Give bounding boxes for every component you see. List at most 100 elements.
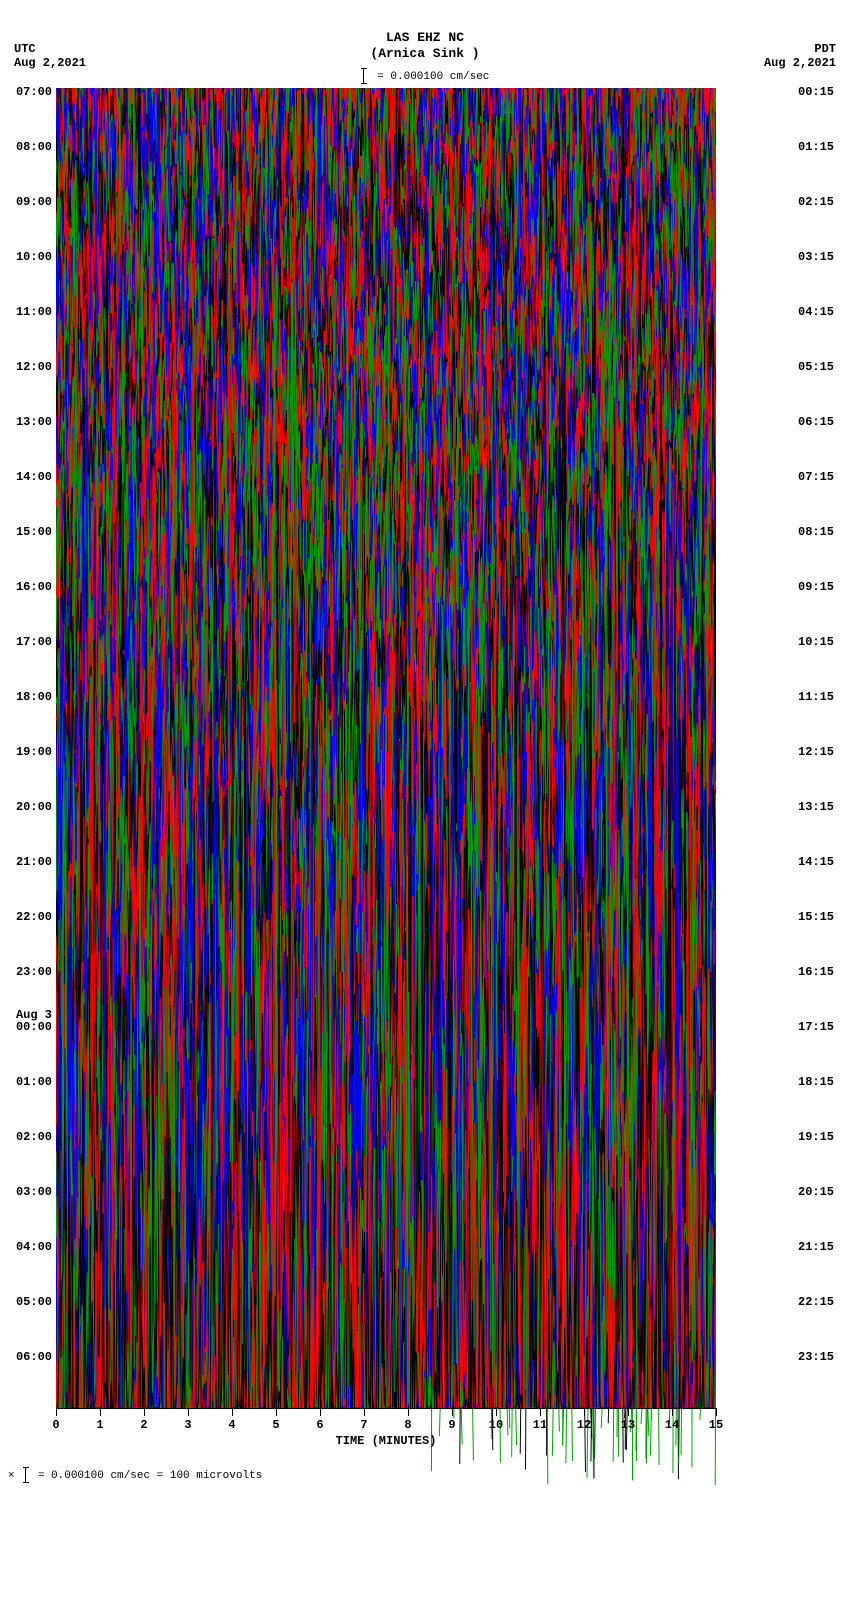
x-tick-label: 0 xyxy=(52,1418,59,1432)
x-tick-label: 11 xyxy=(533,1418,547,1432)
utc-hour-label: 15:00 xyxy=(8,526,52,538)
x-tick-label: 7 xyxy=(360,1418,367,1432)
footer-prefix: × xyxy=(8,1470,15,1482)
footer-text: = 0.000100 cm/sec = 100 microvolts xyxy=(38,1470,262,1482)
pdt-hour-label: 15:15 xyxy=(798,911,842,923)
x-tick-label: 3 xyxy=(184,1418,191,1432)
tz-left-code: UTC xyxy=(14,42,86,56)
x-tick xyxy=(452,1408,453,1416)
x-tick xyxy=(364,1408,365,1416)
x-tick-label: 4 xyxy=(228,1418,235,1432)
x-tick xyxy=(496,1408,497,1416)
utc-hour-label: 09:00 xyxy=(8,196,52,208)
scale-note: = 0.000100 cm/sec xyxy=(0,68,850,84)
utc-hour-label: 14:00 xyxy=(8,471,52,483)
utc-hour-label: 00:00 xyxy=(8,1021,52,1033)
pdt-hour-label: 06:15 xyxy=(798,416,842,428)
pdt-hour-label: 20:15 xyxy=(798,1186,842,1198)
utc-hour-label: 12:00 xyxy=(8,361,52,373)
x-tick xyxy=(540,1408,541,1416)
utc-hour-label: 17:00 xyxy=(8,636,52,648)
pdt-hour-label: 02:15 xyxy=(798,196,842,208)
x-tick xyxy=(188,1408,189,1416)
x-tick xyxy=(584,1408,585,1416)
pdt-hour-label: 17:15 xyxy=(798,1021,842,1033)
pdt-hour-label: 14:15 xyxy=(798,856,842,868)
pdt-hour-label: 16:15 xyxy=(798,966,842,978)
station-title: LAS EHZ NC xyxy=(0,30,850,46)
pdt-hour-label: 10:15 xyxy=(798,636,842,648)
utc-hour-label: 20:00 xyxy=(8,801,52,813)
pdt-hour-label: 00:15 xyxy=(798,86,842,98)
x-tick xyxy=(144,1408,145,1416)
pdt-hour-label: 09:15 xyxy=(798,581,842,593)
x-tick xyxy=(716,1408,717,1416)
x-tick-label: 15 xyxy=(709,1418,723,1432)
utc-hour-label: 21:00 xyxy=(8,856,52,868)
utc-hour-label: 16:00 xyxy=(8,581,52,593)
pdt-hour-label: 04:15 xyxy=(798,306,842,318)
station-subtitle: (Arnica Sink ) xyxy=(0,46,850,62)
scale-text: = 0.000100 cm/sec xyxy=(377,71,489,83)
x-tick-label: 10 xyxy=(489,1418,503,1432)
utc-hour-label: 22:00 xyxy=(8,911,52,923)
x-tick-label: 6 xyxy=(316,1418,323,1432)
timezone-right: PDT Aug 2,2021 xyxy=(764,42,836,70)
footer-bar-icon xyxy=(23,1467,29,1483)
utc-hour-label: 01:00 xyxy=(8,1076,52,1088)
x-tick xyxy=(232,1408,233,1416)
pdt-hour-label: 21:15 xyxy=(798,1241,842,1253)
tz-left-date: Aug 2,2021 xyxy=(14,56,86,70)
x-tick-label: 1 xyxy=(96,1418,103,1432)
pdt-hour-label: 23:15 xyxy=(798,1351,842,1363)
x-tick-label: 12 xyxy=(577,1418,591,1432)
pdt-hour-label: 01:15 xyxy=(798,141,842,153)
utc-time-labels: 07:00 08:00 09:00 10:00 11:00 12:00 13:00 14:00… xyxy=(8,88,52,1408)
utc-hour-label: 18:00 xyxy=(8,691,52,703)
tz-right-date: Aug 2,2021 xyxy=(764,56,836,70)
utc-hour-label: 06:00 xyxy=(8,1351,52,1363)
scale-bar-icon xyxy=(361,68,367,84)
x-tick-label: 14 xyxy=(665,1418,679,1432)
tz-right-code: PDT xyxy=(764,42,836,56)
x-axis: TIME (MINUTES) 0123456789101112131415 xyxy=(56,1408,716,1448)
utc-hour-label: 10:00 xyxy=(8,251,52,263)
x-axis-title: TIME (MINUTES) xyxy=(56,1434,716,1448)
pdt-time-labels: 00:15 01:15 02:15 03:15 04:15 05:15 06:15 07:15… xyxy=(798,88,842,1408)
pdt-hour-label: 05:15 xyxy=(798,361,842,373)
x-tick xyxy=(320,1408,321,1416)
utc-hour-label: 19:00 xyxy=(8,746,52,758)
utc-hour-label: 23:00 xyxy=(8,966,52,978)
x-axis-line xyxy=(56,1408,716,1409)
pdt-hour-label: 12:15 xyxy=(798,746,842,758)
pdt-hour-label: 03:15 xyxy=(798,251,842,263)
utc-hour-label: 04:00 xyxy=(8,1241,52,1253)
utc-hour-label: 03:00 xyxy=(8,1186,52,1198)
x-tick-label: 13 xyxy=(621,1418,635,1432)
utc-hour-label: 13:00 xyxy=(8,416,52,428)
x-tick xyxy=(100,1408,101,1416)
utc-hour-label: 02:00 xyxy=(8,1131,52,1143)
utc-hour-label: 11:00 xyxy=(8,306,52,318)
x-tick xyxy=(56,1408,57,1416)
x-tick-label: 9 xyxy=(448,1418,455,1432)
x-tick-label: 8 xyxy=(404,1418,411,1432)
x-tick xyxy=(628,1408,629,1416)
utc-hour-label: 05:00 xyxy=(8,1296,52,1308)
timezone-left: UTC Aug 2,2021 xyxy=(14,42,86,70)
pdt-hour-label: 18:15 xyxy=(798,1076,842,1088)
utc-hour-label: 07:00 xyxy=(8,86,52,98)
footer-scale: × = 0.000100 cm/sec = 100 microvolts xyxy=(8,1467,262,1483)
pdt-hour-label: 07:15 xyxy=(798,471,842,483)
pdt-hour-label: 08:15 xyxy=(798,526,842,538)
x-tick xyxy=(276,1408,277,1416)
x-tick-label: 5 xyxy=(272,1418,279,1432)
pdt-hour-label: 13:15 xyxy=(798,801,842,813)
x-tick xyxy=(672,1408,673,1416)
pdt-hour-label: 19:15 xyxy=(798,1131,842,1143)
helicorder-plot xyxy=(56,88,716,1408)
pdt-hour-label: 22:15 xyxy=(798,1296,842,1308)
x-tick-label: 2 xyxy=(140,1418,147,1432)
x-tick xyxy=(408,1408,409,1416)
utc-hour-label: 08:00 xyxy=(8,141,52,153)
